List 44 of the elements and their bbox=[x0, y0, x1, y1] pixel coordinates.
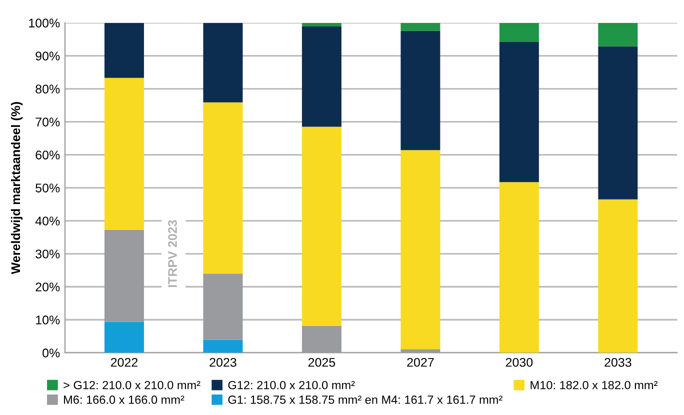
bar bbox=[400, 22, 440, 31]
bar bbox=[203, 340, 243, 353]
x-tick-label: 2033 bbox=[604, 358, 632, 367]
annotation: ITRPV 2023 bbox=[168, 220, 177, 287]
bar bbox=[104, 78, 144, 230]
legend-label: G1: 158.75 x 158.75 mm² en M4: 161.7 x 161.7 mm² bbox=[228, 396, 502, 404]
bar bbox=[598, 199, 638, 353]
bar bbox=[499, 22, 539, 42]
y-tick-label: 70% bbox=[36, 118, 60, 126]
bar bbox=[104, 22, 144, 78]
x-tick-label: 2025 bbox=[308, 358, 336, 367]
bar bbox=[598, 46, 638, 200]
y-tick-label: 30% bbox=[36, 250, 60, 258]
y-tick-label: 90% bbox=[36, 52, 60, 60]
y-tick-label: 40% bbox=[35, 216, 60, 226]
bar bbox=[400, 30, 440, 150]
bar bbox=[302, 26, 342, 127]
bar bbox=[499, 182, 539, 353]
y-tick-label: 10% bbox=[36, 316, 60, 324]
y-tick-label: 20% bbox=[36, 282, 60, 292]
y-tick-label: 60% bbox=[36, 150, 60, 160]
y-tick-label: 100% bbox=[29, 18, 60, 28]
legend-label: G12: 210.0 x 210.0 mm² bbox=[228, 380, 355, 390]
x-tick-label: 2023 bbox=[210, 358, 236, 367]
y-tick-label: 0% bbox=[42, 348, 60, 358]
x-tick-label: 2027 bbox=[407, 358, 434, 367]
y-axis-title: Wereldwijd marktaandeel (%) bbox=[10, 102, 23, 274]
bar bbox=[203, 274, 243, 340]
bar bbox=[499, 42, 539, 182]
y-tick-label: 50% bbox=[36, 184, 60, 192]
bar bbox=[302, 22, 342, 26]
y-tick-label: 80% bbox=[36, 84, 60, 94]
legend-label: M6: 166.0 x 166.0 mm² bbox=[64, 396, 184, 404]
legend-label: > G12: 210.0 x 210.0 mm² bbox=[64, 380, 200, 390]
bar bbox=[598, 22, 638, 46]
x-tick-label: 2030 bbox=[506, 358, 533, 367]
legend-label: M10: 182.0 x 182.0 mm² bbox=[530, 380, 658, 390]
bar bbox=[203, 102, 243, 274]
bar bbox=[104, 322, 144, 353]
bar bbox=[400, 150, 440, 350]
x-tick-label: 2022 bbox=[110, 358, 138, 367]
bar bbox=[302, 126, 342, 326]
bar bbox=[104, 230, 144, 322]
bar bbox=[203, 22, 243, 102]
